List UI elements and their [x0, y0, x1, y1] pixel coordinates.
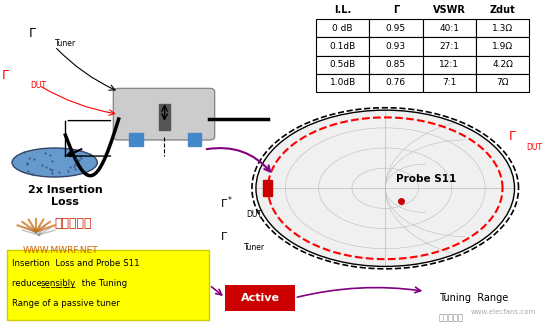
Text: 0.76: 0.76 [386, 78, 406, 87]
Bar [476, 37, 529, 56]
Text: Tuner: Tuner [244, 242, 265, 252]
Text: s̲e̲n̲s̲i̲b̲l̲y̲: s̲e̲n̲s̲i̲b̲l̲y̲ [41, 279, 76, 288]
Bar [369, 73, 422, 92]
Text: www.elecfans.com: www.elecfans.com [471, 309, 536, 315]
Text: reduce: reduce [12, 279, 45, 288]
Text: 微波射频网: 微波射频网 [54, 217, 92, 230]
Text: 1.3Ω: 1.3Ω [492, 24, 513, 33]
Text: $\Gamma$: $\Gamma$ [508, 130, 517, 143]
Bar [369, 20, 422, 37]
Text: 0.85: 0.85 [386, 60, 406, 69]
Text: 调频和总线: 调频和总线 [438, 313, 464, 322]
Text: DUT: DUT [526, 143, 542, 151]
Bar [369, 37, 422, 56]
Text: 4.2Ω: 4.2Ω [492, 60, 513, 69]
Text: $\Gamma$: $\Gamma$ [220, 230, 228, 242]
Text: 0.95: 0.95 [386, 24, 406, 33]
Text: Tuner: Tuner [54, 40, 76, 48]
Text: I.L.: I.L. [334, 6, 351, 15]
Text: 0 dB: 0 dB [332, 24, 353, 33]
Text: DUT: DUT [31, 81, 47, 90]
Text: $\Gamma$: $\Gamma$ [2, 69, 10, 82]
Bar [422, 56, 476, 73]
Ellipse shape [256, 110, 514, 266]
Text: Insertion  Loss and Probe S11: Insertion Loss and Probe S11 [12, 259, 140, 268]
Text: 40:1: 40:1 [439, 24, 459, 33]
Text: Tuning  Range: Tuning Range [438, 293, 508, 303]
Text: Active: Active [240, 293, 279, 303]
Text: Γ: Γ [393, 6, 399, 15]
Text: 12:1: 12:1 [439, 60, 459, 69]
Ellipse shape [12, 148, 97, 177]
Bar [316, 20, 369, 37]
Bar [316, 73, 369, 92]
Text: Range of a passive tuner: Range of a passive tuner [12, 299, 120, 308]
Text: 0.1dB: 0.1dB [329, 42, 356, 51]
Bar [316, 56, 369, 73]
Bar [188, 134, 201, 146]
Text: 7:1: 7:1 [442, 78, 456, 87]
Bar [129, 134, 142, 146]
Bar [226, 285, 295, 311]
Bar [422, 20, 476, 37]
FancyBboxPatch shape [113, 88, 214, 140]
Text: WWW.MWRF.NET: WWW.MWRF.NET [23, 246, 98, 255]
Text: Probe S11: Probe S11 [396, 174, 456, 184]
Text: 0.5dB: 0.5dB [329, 60, 356, 69]
Bar [476, 56, 529, 73]
Bar [476, 73, 529, 92]
Text: 7Ω: 7Ω [496, 78, 509, 87]
Bar [7, 250, 210, 320]
Text: the Tuning: the Tuning [79, 279, 127, 288]
Text: Zdut: Zdut [490, 6, 515, 15]
Text: 27:1: 27:1 [439, 42, 459, 51]
Text: 0.93: 0.93 [386, 42, 406, 51]
Bar [476, 20, 529, 37]
Text: VSWR: VSWR [433, 6, 466, 15]
Text: 1.0dB: 1.0dB [329, 78, 356, 87]
Bar [422, 37, 476, 56]
Bar [262, 180, 272, 196]
Bar [316, 37, 369, 56]
Bar [369, 56, 422, 73]
Text: $\Gamma^*$: $\Gamma^*$ [220, 194, 233, 211]
Text: $\Gamma$: $\Gamma$ [28, 27, 37, 40]
Text: 2x Insertion
Loss: 2x Insertion Loss [28, 185, 103, 207]
Text: 1.9Ω: 1.9Ω [492, 42, 513, 51]
Bar [158, 105, 170, 130]
Text: DUT: DUT [246, 210, 263, 219]
Bar [422, 73, 476, 92]
